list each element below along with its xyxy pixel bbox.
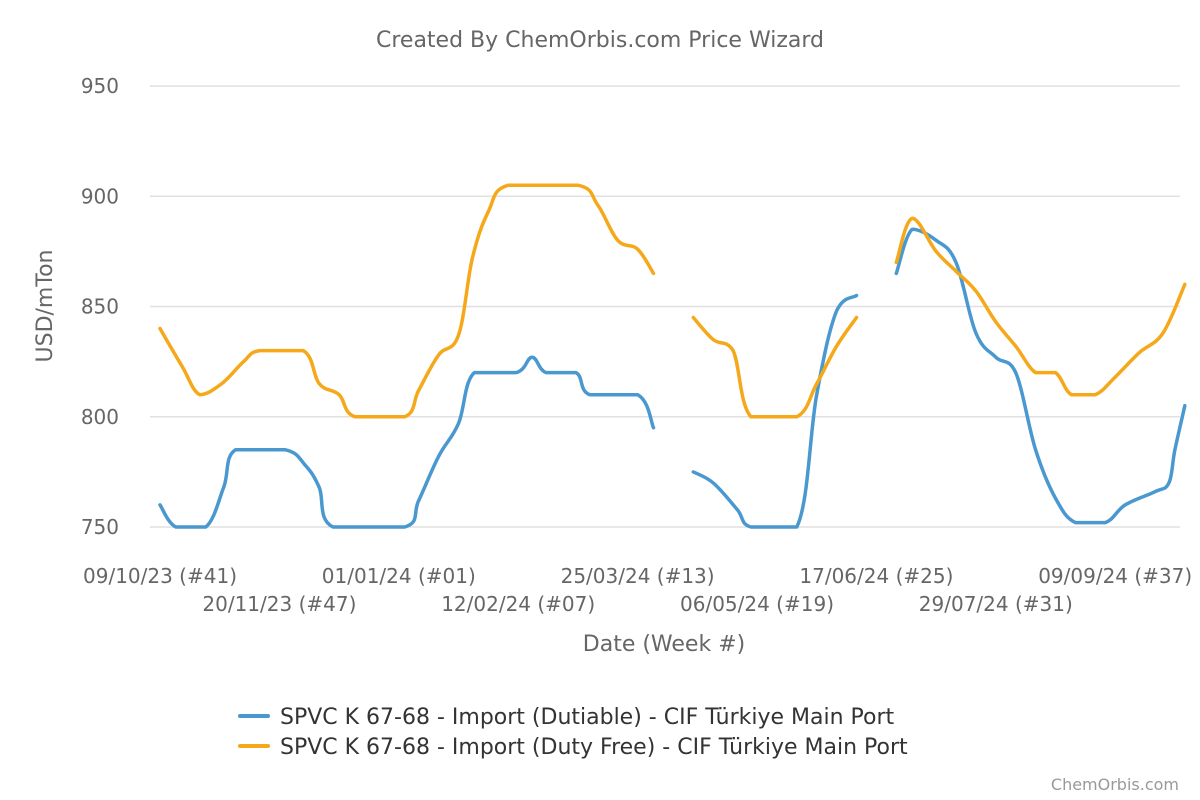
y-tick-label: 950 <box>81 74 119 98</box>
x-tick-label: 12/02/24 (#07) <box>441 592 595 616</box>
series-line-duty-free <box>158 183 656 419</box>
y-tick-label: 800 <box>81 405 119 429</box>
y-tick-label: 850 <box>81 295 119 319</box>
series-line-dutiable <box>158 355 656 529</box>
gridlines <box>150 85 1180 528</box>
series-line-duty-free <box>894 216 1187 397</box>
x-tick-label: 17/06/24 (#25) <box>799 564 953 588</box>
x-tick-label: 25/03/24 (#13) <box>561 564 715 588</box>
y-tick-label: 900 <box>81 184 119 208</box>
y-tick-label: 750 <box>81 515 119 539</box>
x-tick-label: 20/11/23 (#47) <box>202 592 356 616</box>
legend-label[interactable]: SPVC K 67-68 - Import (Dutiable) - CIF T… <box>280 705 895 730</box>
credit-text: ChemOrbis.com <box>1051 775 1179 794</box>
series-line-dutiable <box>894 227 1187 525</box>
y-axis-ticks: 750 800 850 900 950 <box>81 74 119 539</box>
x-tick-label: 01/01/24 (#01) <box>322 564 476 588</box>
legend: SPVC K 67-68 - Import (Dutiable) - CIF T… <box>238 705 908 760</box>
series-lines <box>158 183 1187 529</box>
x-axis-ticks: 09/10/23 (#41) 20/11/23 (#47) 01/01/24 (#0… <box>83 564 1192 616</box>
y-axis-label: USD/mTon <box>33 250 58 363</box>
x-axis-label: Date (Week #) <box>583 632 745 657</box>
chart-title: Created By ChemOrbis.com Price Wizard <box>376 28 824 53</box>
series-line-dutiable <box>691 293 859 529</box>
x-tick-label: 09/10/23 (#41) <box>83 564 237 588</box>
series-line-duty-free <box>691 315 859 419</box>
x-tick-label: 09/09/24 (#37) <box>1038 564 1192 588</box>
x-tick-label: 29/07/24 (#31) <box>919 592 1073 616</box>
legend-label[interactable]: SPVC K 67-68 - Import (Duty Free) - CIF … <box>280 735 908 760</box>
x-tick-label: 06/05/24 (#19) <box>680 592 834 616</box>
